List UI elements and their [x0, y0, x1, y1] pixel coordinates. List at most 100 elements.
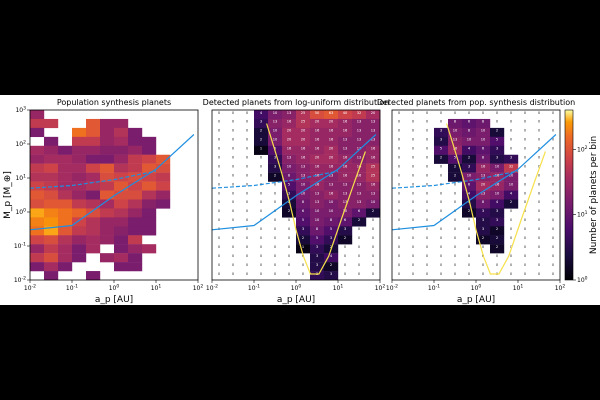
cell-count: 3 — [260, 120, 262, 124]
heatmap-cell — [268, 110, 283, 120]
cell-count: 2 — [288, 209, 290, 213]
heatmap-cell — [30, 262, 45, 272]
heatmap-cell — [282, 136, 297, 146]
tick-label: 100 — [577, 276, 588, 285]
heatmap-cell — [268, 118, 283, 129]
cell-count: 0 — [218, 254, 221, 258]
heatmap-cell — [462, 199, 477, 209]
cell-count: 5 — [440, 147, 442, 151]
heatmap-cell — [254, 118, 269, 129]
cell-count: 20 — [315, 155, 320, 159]
cell-count: 0 — [218, 263, 221, 267]
cell-count: 3 — [274, 164, 276, 168]
heatmap-cell — [338, 217, 353, 227]
cell-count: 4 — [468, 147, 471, 151]
cell-count: 0 — [398, 173, 401, 177]
cell-count: 0 — [552, 218, 555, 222]
cell-count: 16 — [371, 155, 376, 159]
heatmap-cell — [44, 172, 59, 182]
heatmap-cell — [448, 136, 463, 146]
heatmap-cell — [142, 208, 157, 218]
cell-count: 20 — [329, 155, 334, 159]
heatmap-cell — [310, 136, 325, 146]
cell-count: 10 — [495, 191, 500, 195]
heatmap-cell — [72, 163, 87, 173]
cell-count: 13 — [343, 147, 348, 151]
cell-count: 20 — [287, 138, 292, 142]
y-axis-title: M_p [M_⊕] — [3, 171, 13, 219]
cell-count: 3 — [440, 138, 442, 142]
heatmap-cell — [114, 226, 129, 236]
cell-count: 0 — [426, 272, 429, 276]
cell-count: 0 — [232, 245, 235, 249]
cell-count: 13 — [453, 138, 458, 142]
detection-curve — [266, 123, 366, 275]
cell-count: 16 — [315, 173, 320, 177]
heatmap-cell — [86, 271, 101, 281]
heatmap-cells — [30, 110, 171, 281]
cell-count: 20 — [301, 138, 306, 142]
colorbar-ticks: 100 101 102 — [573, 145, 588, 284]
panel-title: Detected planets from pop. synthesis dis… — [377, 98, 575, 107]
cell-count: 3 — [330, 272, 332, 276]
heatmap-cell — [366, 163, 381, 173]
heatmap-cell — [72, 235, 87, 245]
heatmap-cell — [338, 181, 353, 191]
heatmap-cell — [504, 190, 519, 200]
cell-count: 0 — [524, 254, 527, 258]
heatmap-cell — [296, 110, 311, 120]
cell-count: 0 — [232, 138, 235, 142]
heatmap-cell — [128, 208, 143, 218]
cell-count: 16 — [343, 173, 348, 177]
heatmap-cell — [296, 235, 311, 245]
heatmap-cell — [366, 181, 381, 191]
cell-count: 3 — [288, 191, 290, 195]
cell-count: 0 — [232, 155, 235, 159]
cell-count: 0 — [412, 245, 415, 249]
cell-count: 10 — [371, 200, 376, 204]
heatmap-cell — [100, 235, 115, 245]
cell-count: 0 — [412, 218, 415, 222]
cell-count: 10 — [343, 209, 348, 213]
cell-count: 16 — [343, 120, 348, 124]
heatmap-cell — [30, 145, 45, 155]
heatmap-cell — [310, 127, 325, 138]
cell-count: 0 — [398, 200, 401, 204]
cell-count: 0 — [246, 263, 249, 267]
heatmap-cell — [72, 208, 87, 218]
cell-count: 0 — [426, 111, 429, 115]
heatmap-cell — [490, 226, 505, 236]
x-axis-title: a_p [AU] — [95, 295, 133, 305]
heatmap-cell — [30, 235, 45, 245]
cell-count: 13 — [287, 111, 292, 115]
cell-count: 0 — [302, 272, 305, 276]
cell-count: 13 — [343, 191, 348, 195]
cell-count: 0 — [552, 245, 555, 249]
heatmap-cell — [254, 145, 269, 155]
heatmap-cell — [462, 136, 477, 146]
heatmap-cell — [268, 154, 283, 164]
heatmap-cell — [44, 208, 59, 218]
heatmap-cell — [296, 199, 311, 209]
cell-count: 0 — [524, 218, 527, 222]
heatmap-cell — [72, 253, 87, 263]
cell-count: 0 — [288, 254, 291, 258]
cell-count: 0 — [426, 173, 429, 177]
cell-count: 10 — [509, 173, 514, 177]
heatmap-cell — [114, 253, 129, 263]
cell-count: 16 — [287, 147, 292, 151]
cell-count: 0 — [358, 245, 361, 249]
tick-label: 10-2 — [24, 284, 36, 293]
cell-count: 0 — [524, 245, 527, 249]
heatmap-cell — [86, 226, 101, 236]
cell-count: 0 — [538, 120, 541, 124]
cell-count: 0 — [510, 209, 513, 213]
heatmap-cell — [338, 127, 353, 138]
cell-count: 6 — [482, 147, 485, 151]
heatmap-cell — [114, 262, 129, 272]
cell-count: 4 — [260, 111, 263, 115]
tick-label: 10-2 — [14, 276, 26, 285]
cell-count: 3 — [440, 129, 442, 133]
heatmap-cell — [310, 271, 325, 281]
cell-count: 0 — [344, 263, 347, 267]
